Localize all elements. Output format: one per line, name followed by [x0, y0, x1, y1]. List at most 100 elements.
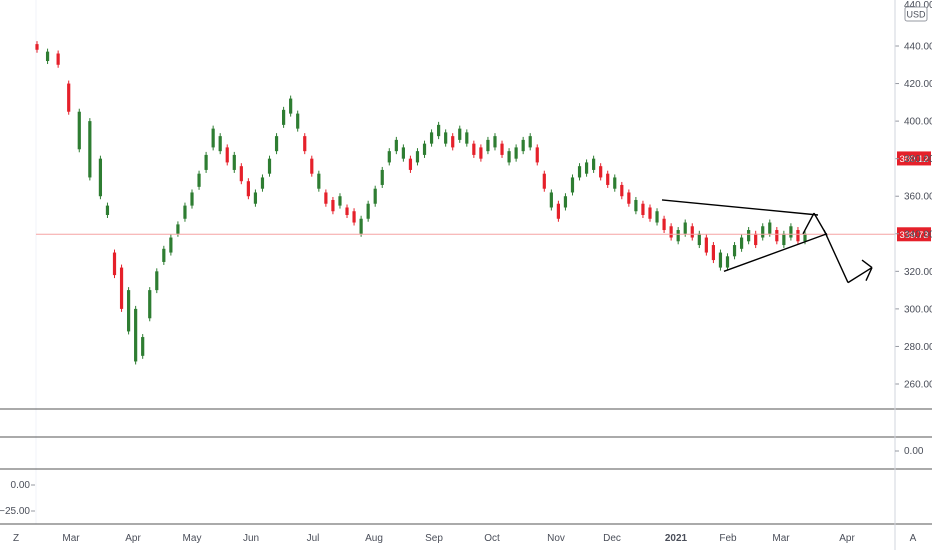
candle-body-20[interactable] [197, 173, 201, 187]
candle-body-15[interactable] [162, 248, 166, 262]
candle-body-22[interactable] [211, 128, 215, 148]
candle-body-21[interactable] [204, 154, 208, 170]
candle-body-31[interactable] [274, 136, 279, 152]
candle-body-83[interactable] [641, 203, 645, 215]
candle-body-2[interactable] [56, 53, 60, 65]
candle-body-58[interactable] [465, 132, 469, 144]
candle-body-7[interactable] [105, 205, 110, 215]
candle-body-79[interactable] [613, 177, 617, 189]
candle-body-33[interactable] [289, 98, 293, 114]
candle-body-5[interactable] [88, 121, 92, 178]
candle-body-73[interactable] [570, 177, 575, 193]
candle-body-24[interactable] [225, 147, 229, 163]
candle-body-67[interactable] [528, 136, 532, 148]
candle-body-84[interactable] [648, 207, 652, 219]
candle-body-43[interactable] [359, 218, 363, 234]
candle-body-86[interactable] [662, 218, 666, 231]
candle-body-81[interactable] [627, 192, 631, 204]
candle-body-90[interactable] [690, 226, 694, 238]
candle-body-70[interactable] [549, 192, 553, 208]
candle-body-82[interactable] [634, 199, 638, 212]
candle-body-48[interactable] [394, 139, 398, 152]
candle-body-66[interactable] [521, 139, 525, 152]
candle-body-106[interactable] [803, 233, 807, 242]
candle-body-78[interactable] [606, 173, 610, 185]
candle-body-74[interactable] [577, 166, 582, 178]
candle-body-54[interactable] [437, 124, 441, 137]
candle-body-35[interactable] [303, 136, 307, 152]
candle-body-100[interactable] [761, 226, 765, 238]
candle-body-41[interactable] [345, 207, 349, 215]
currency-badge-box[interactable] [904, 6, 928, 22]
candle-body-6[interactable] [98, 158, 103, 197]
corner-left-label[interactable]: Z [13, 533, 19, 544]
candle-body-57[interactable] [458, 128, 462, 140]
candle-body-18[interactable] [183, 205, 187, 219]
candle-body-50[interactable] [408, 158, 413, 170]
candle-body-52[interactable] [422, 143, 427, 155]
candle-body-32[interactable] [282, 109, 286, 125]
candle-body-51[interactable] [415, 151, 420, 163]
candle-body-71[interactable] [556, 203, 560, 219]
candle-body-98[interactable] [747, 230, 751, 242]
candle-body-99[interactable] [754, 233, 758, 246]
candle-body-61[interactable] [486, 139, 490, 152]
candle-body-53[interactable] [429, 132, 434, 144]
candle-body-26[interactable] [239, 166, 243, 182]
candle-body-60[interactable] [479, 147, 483, 159]
candle-body-4[interactable] [77, 111, 81, 150]
candle-body-94[interactable] [718, 252, 723, 268]
candle-body-39[interactable] [331, 199, 335, 212]
candle-body-36[interactable] [310, 158, 314, 174]
candle-body-25[interactable] [232, 154, 236, 170]
candle-body-38[interactable] [324, 192, 328, 204]
candle-body-40[interactable] [338, 196, 342, 206]
candle-body-37[interactable] [317, 173, 321, 189]
candle-body-30[interactable] [267, 158, 272, 174]
candle-body-59[interactable] [472, 143, 476, 155]
candle-body-29[interactable] [260, 177, 265, 189]
candle-body-9[interactable] [119, 267, 124, 309]
candle-body-97[interactable] [739, 237, 744, 249]
candle-body-80[interactable] [620, 184, 624, 197]
candle-body-91[interactable] [697, 233, 701, 246]
candle-body-101[interactable] [768, 222, 772, 234]
candle-body-34[interactable] [296, 113, 300, 129]
candle-body-28[interactable] [253, 192, 258, 204]
candles-layer[interactable] [35, 41, 807, 365]
candle-body-77[interactable] [599, 166, 603, 178]
candle-body-49[interactable] [401, 147, 405, 159]
candle-body-102[interactable] [775, 230, 779, 242]
candle-body-72[interactable] [563, 196, 568, 208]
candle-body-105[interactable] [796, 230, 800, 242]
corner-right-label[interactable]: A [910, 533, 917, 544]
candle-body-92[interactable] [704, 237, 708, 253]
candle-body-69[interactable] [542, 173, 546, 189]
candle-body-85[interactable] [655, 211, 659, 223]
candle-body-23[interactable] [218, 136, 222, 152]
candle-body-63[interactable] [500, 143, 504, 155]
candle-body-45[interactable] [373, 188, 377, 204]
candle-body-47[interactable] [387, 151, 391, 163]
candle-body-93[interactable] [711, 245, 716, 261]
candle-body-95[interactable] [725, 256, 730, 268]
drawing-line-0[interactable] [661, 199, 819, 216]
candle-body-65[interactable] [514, 147, 518, 159]
candle-body-12[interactable] [141, 337, 145, 356]
candle-body-88[interactable] [676, 230, 680, 242]
drawing-line-7[interactable] [865, 267, 873, 282]
drawing-line-4[interactable] [823, 229, 849, 283]
candle-body-103[interactable] [782, 233, 786, 246]
candle-body-104[interactable] [789, 226, 793, 238]
candle-body-14[interactable] [155, 271, 159, 291]
candle-body-1[interactable] [45, 51, 50, 62]
candle-body-0[interactable] [35, 44, 39, 50]
candle-body-64[interactable] [507, 151, 511, 163]
candle-body-13[interactable] [148, 290, 152, 319]
candle-body-16[interactable] [169, 237, 173, 253]
candle-body-42[interactable] [352, 211, 356, 223]
drawing-line-6[interactable] [861, 259, 873, 269]
candle-body-87[interactable] [669, 226, 673, 238]
